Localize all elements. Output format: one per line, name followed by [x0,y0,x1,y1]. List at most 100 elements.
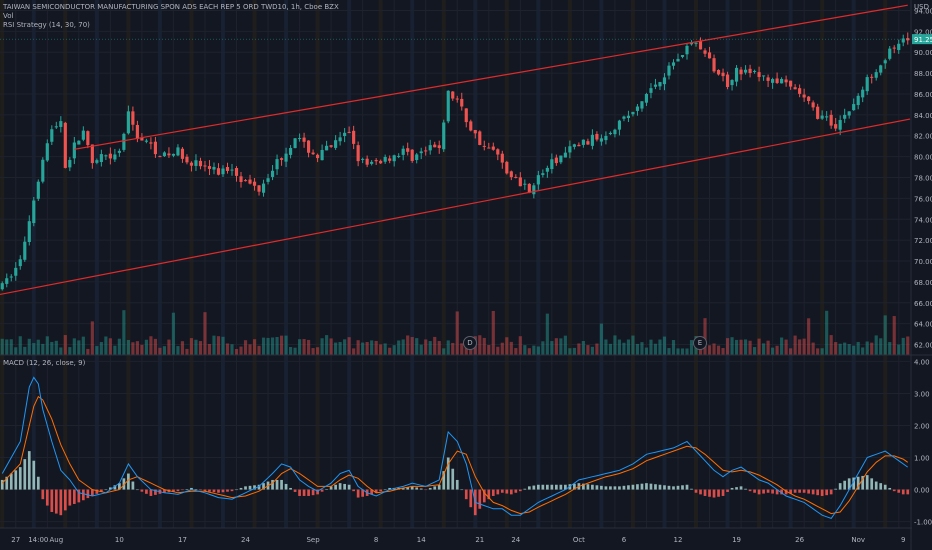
macd-histogram-bar [645,483,648,490]
volume-bar [18,336,22,355]
price-axis[interactable]: 94.00 92.00 90.00 88.00 86.00 84.00 82.00 80.00… [914,7,932,349]
macd-histogram-bar [428,487,432,490]
macd-histogram-bar [118,483,121,490]
macd-histogram-bar [54,489,58,514]
volume-bar [879,338,883,355]
candle-body [45,143,49,161]
strategy-legend[interactable]: RSI Strategy (14, 30, 70) [3,21,90,29]
volume-bar [446,340,450,355]
macd-histogram-bar [442,471,446,490]
candle-body [500,153,504,163]
currency-label[interactable]: USD [914,3,929,11]
macd-legend[interactable]: MACD (12, 26, close, 9) [3,359,86,367]
macd-histogram-bar [856,476,860,490]
time-tick-label: 9 [901,536,905,544]
session-band [252,0,257,528]
candle-body [635,106,640,111]
macd-histogram-bar [176,489,180,492]
macd-histogram-bar [451,468,455,490]
candle-body [140,137,144,141]
candle-body [406,148,410,152]
candle-body [640,101,644,109]
volume-bar [144,339,148,355]
volume-bar [599,323,603,355]
candle-body [207,166,212,169]
volume-bar [288,347,293,355]
macd-histogram-bar [203,489,207,492]
volume-bar [442,348,446,355]
volume-bar [68,347,72,355]
volume-bar [248,344,252,355]
symbol-title[interactable]: TAIWAN SEMICONDUCTOR MANUFACTURING SPON … [3,3,339,11]
volume-bar [419,344,423,355]
candle-body [653,84,658,87]
volume-bar [838,343,842,355]
candle-body [329,145,333,147]
time-tick-label: 27 [11,536,20,544]
volume-legend[interactable]: Vol [3,12,14,20]
price-tick-label: 76.00 [914,195,932,203]
macd-histogram-bar [464,489,468,500]
time-axis[interactable]: 27 14:00 Aug 10 17 24 Sep 8 14 21 24 Oct 6 12 19 26 Nov 9 [11,536,905,544]
macd-histogram-bar [127,473,130,490]
volume-bar [243,340,248,355]
macd-axis[interactable]: 4.00 3.00 2.00 1.00 0.00 -1.00 [914,358,932,526]
candle-body [897,43,901,51]
price-tick-label: 84.00 [914,112,932,120]
macd-histogram-bar [622,485,626,490]
volume-bar [590,346,594,355]
volume-bar [505,337,509,355]
candle-body [725,74,730,87]
candle-body [307,140,311,153]
trend-channel[interactable] [0,4,911,296]
volume-bar [716,345,721,355]
volume-bar [662,336,667,355]
earnings-badge[interactable]: E [693,336,707,350]
macd-histogram-bar [712,489,716,498]
macd-histogram-bar [298,489,301,496]
volume-bar [807,318,811,355]
last-price-value: 91.25 [914,36,932,44]
macd-histogram-bar [172,489,175,492]
candle-body [410,149,414,161]
volume-bar [897,344,901,355]
dividend-badge[interactable]: D [463,336,477,350]
macd-lines [1,376,908,519]
macd-histogram-bar [775,489,779,495]
macd-tick-label: 1.00 [914,455,930,463]
candlesticks[interactable] [0,32,910,291]
candle-body [680,54,685,57]
candle-body [739,69,743,75]
volume-bar [604,339,608,355]
candle-body [757,72,761,77]
candle-body [604,135,608,141]
candle-body [252,181,257,186]
price-tick-label: 80.00 [914,154,932,162]
session-band [757,0,762,528]
macd-histogram-bar [95,489,99,494]
macd-histogram-bar [609,486,612,490]
macd-histogram-bar [190,487,193,490]
volume-bar [748,340,752,355]
candle-body [748,68,752,74]
candle-body [149,142,153,144]
volume-bar [334,342,338,355]
candle-body [563,152,567,158]
candle-body [86,131,90,146]
volume-bar [298,339,302,355]
macd-histogram-bar [582,483,585,490]
macd-histogram-bar [829,489,833,495]
volume-bar [671,340,676,355]
macd-histogram-bar [221,489,225,493]
session-band [0,0,5,528]
macd-histogram-bar [784,489,788,495]
macd-tick-label: 3.00 [914,390,930,398]
macd-histogram-bar [280,479,283,490]
session-band [378,0,383,528]
candle-body [401,148,405,155]
volume-bar [775,345,779,355]
time-tick-label: 6 [622,536,627,544]
candle-body [807,96,811,101]
volume-bar [820,348,824,355]
